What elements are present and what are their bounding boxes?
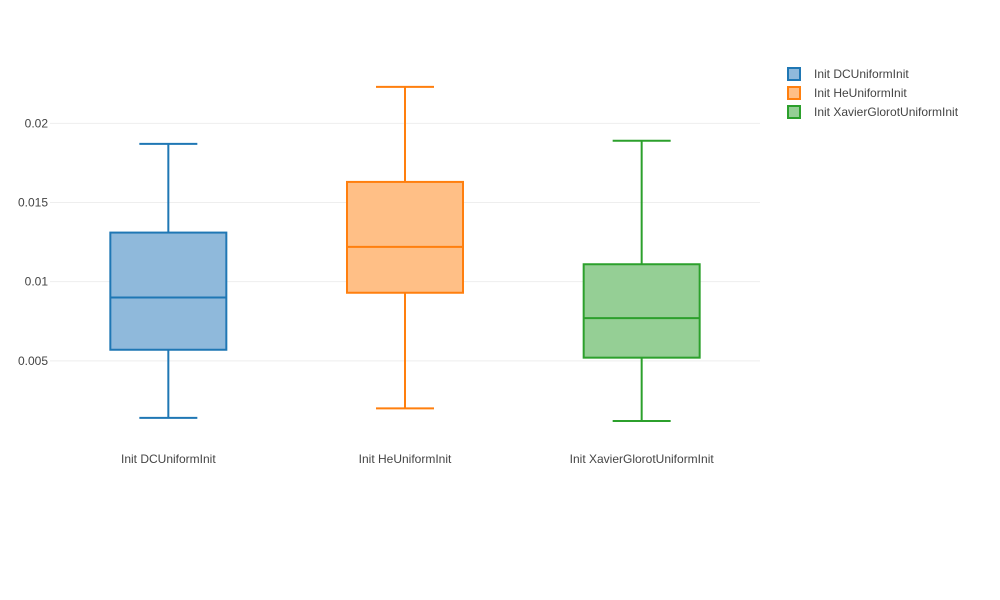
- y-tick-label: 0.015: [18, 196, 48, 210]
- y-axis-ticks: 0.005 0.01 0.015 0.02: [18, 116, 48, 368]
- legend-item-3[interactable]: Init XavierGlorotUniformInit: [787, 105, 959, 119]
- box-2[interactable]: [346, 85, 464, 410]
- x-tick-label: Init XavierGlorotUniformInit: [570, 452, 715, 466]
- interquartile-box: [582, 263, 701, 359]
- legend-item-2[interactable]: Init HeUniformInit: [787, 86, 907, 100]
- y-tick-label: 0.005: [18, 354, 48, 368]
- x-tick-label: Init HeUniformInit: [359, 452, 452, 466]
- legend-label: Init DCUniformInit: [814, 67, 909, 81]
- interquartile-box: [109, 231, 228, 351]
- legend-item-1[interactable]: Init DCUniformInit: [787, 67, 909, 81]
- x-axis-ticks: Init DCUniformInit Init HeUniformInit Init…: [121, 452, 714, 466]
- legend-swatch: [787, 105, 801, 119]
- y-tick-label: 0.01: [25, 275, 49, 289]
- box-3[interactable]: [582, 139, 701, 422]
- y-tick-label: 0.02: [25, 116, 49, 130]
- legend-swatch: [787, 86, 801, 100]
- legend-label: Init XavierGlorotUniformInit: [814, 105, 959, 119]
- legend-label: Init HeUniformInit: [814, 86, 907, 100]
- legend-swatch: [787, 67, 801, 81]
- box-1[interactable]: [109, 142, 228, 419]
- legend[interactable]: Init DCUniformInit Init HeUniformInit Init…: [787, 67, 959, 119]
- interquartile-box: [346, 180, 464, 294]
- x-tick-label: Init DCUniformInit: [121, 452, 216, 466]
- box-series: [109, 85, 701, 422]
